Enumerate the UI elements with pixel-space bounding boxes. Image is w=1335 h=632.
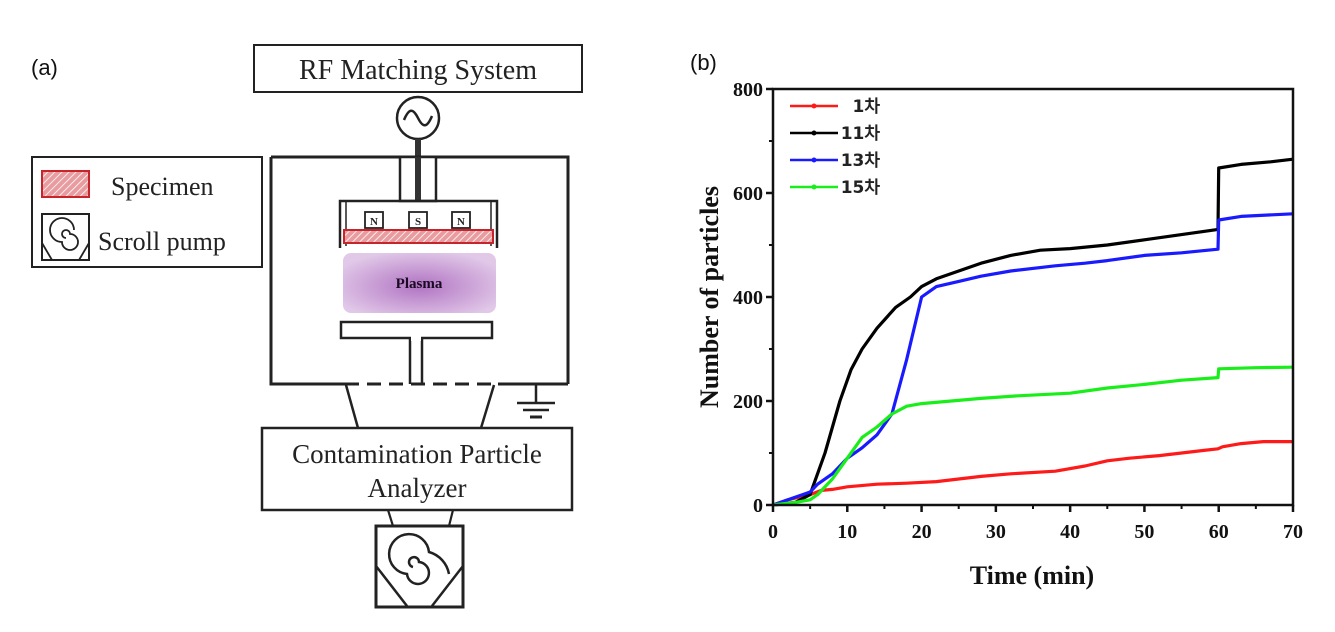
panel-b-label: (b) <box>690 50 717 75</box>
x-axis-label: Time (min) <box>970 561 1094 590</box>
plot-frame <box>771 87 1295 507</box>
x-tick-label: 40 <box>1060 521 1080 543</box>
legend-marker <box>811 130 817 136</box>
magnet-n-left: N <box>364 211 384 229</box>
legend-marker <box>811 157 817 163</box>
analyzer-label-line2: Analyzer <box>368 473 467 503</box>
legend-item-2: 11차 <box>790 124 880 144</box>
axes-layer <box>771 87 1295 507</box>
series-layer <box>772 157 1294 507</box>
specimen-target <box>343 229 494 244</box>
legend-label: 1차 <box>853 97 881 117</box>
substrate-holder <box>339 320 494 384</box>
y-axis-label: Number of particles <box>695 186 724 408</box>
x-tick-label: 70 <box>1283 521 1303 543</box>
apparatus-diagram: RF Matching System Specimen Scroll pump <box>31 44 583 609</box>
x-tick-label: 60 <box>1209 521 1229 543</box>
specimen-swatch <box>41 170 90 198</box>
legend-item-3: 13차 <box>790 151 880 171</box>
panel-a-label: (a) <box>31 55 58 80</box>
rf-matching-system-box: RF Matching System <box>253 44 583 93</box>
plasma-region: Plasma <box>343 253 496 313</box>
scroll-pump-icon <box>374 524 465 609</box>
scroll-pump-legend-icon <box>41 213 90 261</box>
rf-matching-system-label: RF Matching System <box>299 55 537 86</box>
y-tick-label: 800 <box>733 79 763 101</box>
svg-text:N: N <box>370 216 378 228</box>
plasma-label: Plasma <box>396 276 443 292</box>
x-tick-label: 20 <box>912 521 932 543</box>
legend-label: 13차 <box>841 151 881 171</box>
series-line-3 <box>772 212 1294 507</box>
y-tick-label: 400 <box>733 287 763 309</box>
ground-icon <box>517 384 555 419</box>
legend-scroll-pump-label: Scroll pump <box>98 227 226 256</box>
ticks-layer: 0 10 20 30 40 50 60 70 0 200 400 600 800 <box>733 79 1303 543</box>
legend-item-1: 1차 <box>790 97 880 117</box>
svg-text:S: S <box>415 216 421 228</box>
series-line-2 <box>772 157 1294 507</box>
legend-label: 11차 <box>841 124 881 144</box>
diagram-legend: Specimen Scroll pump <box>31 156 263 268</box>
svg-text:N: N <box>457 216 465 228</box>
legend-marker <box>811 184 817 190</box>
magnet-n-right: N <box>451 211 471 229</box>
legend-label: 15차 <box>841 178 881 198</box>
x-tick-label: 10 <box>837 521 857 543</box>
y-tick-label: 200 <box>733 391 763 413</box>
magnet-s-center: S <box>408 211 428 229</box>
x-tick-label: 30 <box>986 521 1006 543</box>
analyzer-label-line1: Contamination Particle <box>292 439 542 469</box>
series-line-1 <box>772 440 1293 507</box>
y-tick-label: 600 <box>733 183 763 205</box>
chart-legend: 1차 11차 13차 15차 <box>790 97 880 198</box>
exhaust-funnel <box>344 384 496 429</box>
legend-item-4: 15차 <box>790 178 880 198</box>
legend-marker <box>811 103 817 109</box>
legend-specimen-label: Specimen <box>111 172 214 201</box>
cathode-assembly: N S N <box>338 199 499 248</box>
x-tick-label: 0 <box>768 521 778 543</box>
series-line-4 <box>772 365 1294 507</box>
particle-analyzer-box: Contamination Particle Analyzer <box>260 426 574 512</box>
x-tick-label: 50 <box>1134 521 1154 543</box>
y-tick-label: 0 <box>753 495 763 517</box>
